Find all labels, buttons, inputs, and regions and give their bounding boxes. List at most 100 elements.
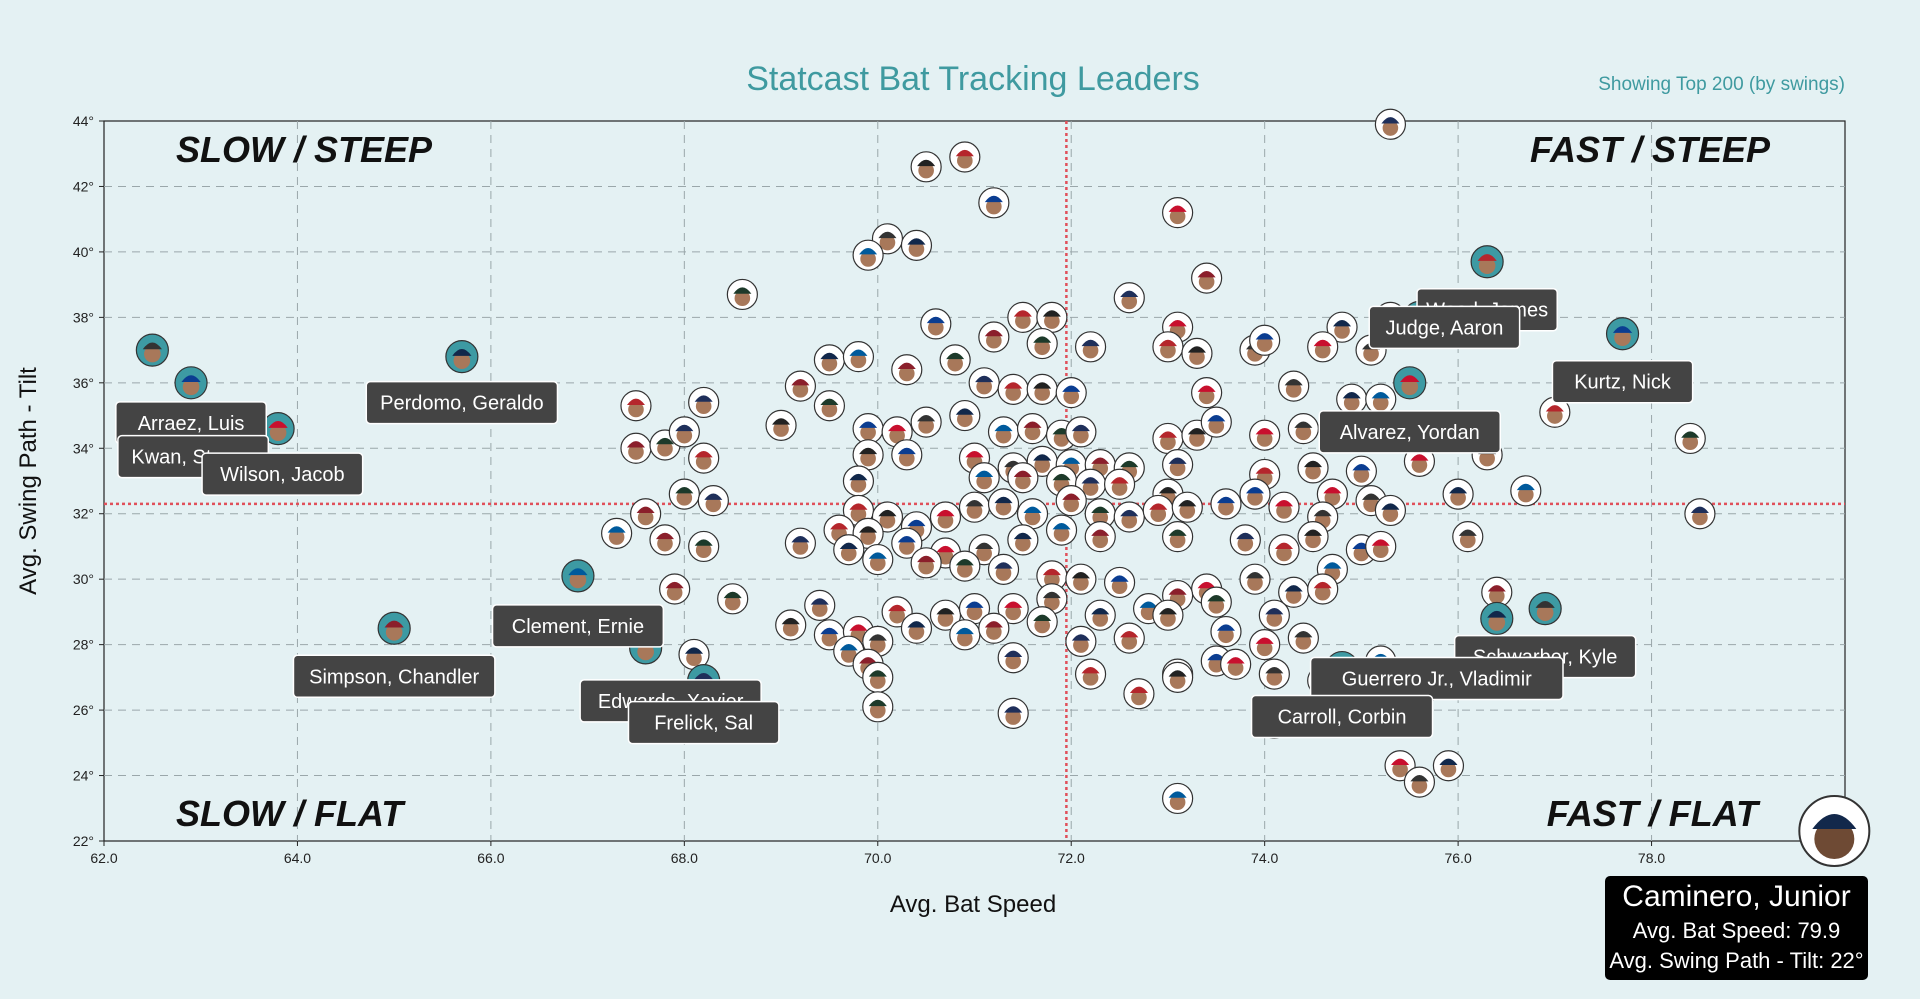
player-cap (839, 644, 858, 651)
player-cap (975, 470, 994, 477)
player-face (821, 355, 838, 372)
player-face (1295, 424, 1312, 441)
player-cap (1304, 460, 1323, 468)
player-cap (1033, 336, 1052, 343)
player-cap (1371, 539, 1390, 546)
player-point (997, 593, 1029, 625)
player-cap (1158, 431, 1177, 438)
player-cap (1120, 290, 1139, 297)
player-face (976, 473, 992, 490)
player-cap (1110, 477, 1129, 484)
player-face (676, 427, 693, 444)
player-cap (975, 542, 994, 549)
player-cap (1197, 581, 1216, 589)
player-face (869, 555, 886, 572)
player-cap (1333, 320, 1352, 327)
player-cap (849, 624, 868, 631)
player-point (852, 413, 884, 445)
player-point (949, 141, 981, 173)
player-face (1005, 709, 1021, 725)
player-cap (994, 496, 1013, 504)
player-point (1684, 498, 1716, 530)
player-cap (1400, 375, 1420, 383)
player-point (784, 370, 817, 402)
player-label-box (1309, 656, 1564, 701)
player-label: Arraez, Luis (115, 401, 267, 445)
y-tick-label: 44° (73, 113, 94, 129)
player-label-box (365, 380, 559, 425)
player-cap (849, 473, 868, 481)
player-face (898, 539, 915, 555)
player-cap (1371, 392, 1390, 399)
player-point (1191, 262, 1223, 294)
player-face (947, 355, 963, 372)
x-tick-label: 68.0 (671, 850, 698, 866)
player-face (792, 539, 809, 555)
player-face (889, 607, 905, 624)
player-point (1113, 501, 1145, 533)
player-point (1036, 560, 1068, 592)
labeled-player-point (174, 366, 208, 400)
player-cap (1013, 532, 1032, 540)
player-face (889, 427, 905, 444)
player-point (688, 386, 720, 419)
player-point (1249, 419, 1281, 451)
player-cap (1207, 414, 1226, 422)
player-face (1024, 424, 1041, 441)
player-cap (1284, 585, 1303, 592)
player-cap (665, 581, 684, 589)
player-cap (626, 398, 645, 405)
player-label-text: Kurtz, Nick (1574, 372, 1672, 394)
player-face (1169, 794, 1186, 811)
player-point (929, 599, 962, 631)
player-cap (1362, 493, 1381, 500)
player-face (1382, 506, 1399, 523)
player-face (1092, 509, 1109, 526)
player-face (1179, 503, 1196, 519)
player-face (811, 601, 828, 617)
player-face (695, 542, 712, 559)
player-cap (859, 526, 878, 533)
player-cap (1255, 637, 1274, 644)
player-face (957, 562, 973, 578)
player-cap (1158, 339, 1177, 347)
player-point (659, 573, 691, 605)
player-face (637, 643, 654, 661)
player-face (986, 624, 1002, 640)
player-point (1065, 563, 1097, 595)
player-cap (1168, 791, 1187, 798)
chart-subtitle: Showing Top 200 (by swings) (1598, 74, 1845, 95)
player-face (1401, 378, 1419, 396)
player-point (1239, 478, 1271, 510)
player-cap (1120, 509, 1139, 517)
player-label-text: Carroll, Corbin (1278, 707, 1407, 729)
player-cap (936, 509, 955, 517)
player-face (734, 290, 751, 307)
player-cap (965, 500, 984, 507)
player-face (860, 450, 876, 467)
player-cap (1391, 758, 1410, 765)
player-face (1692, 509, 1708, 526)
player-label-text: Clement, Ernie (512, 616, 644, 638)
player-point (1249, 629, 1281, 661)
player-point (862, 691, 894, 723)
player-point (1210, 615, 1242, 648)
player-cap (955, 558, 974, 566)
player-cap (936, 545, 955, 553)
player-face (957, 152, 973, 169)
player-label-box (1250, 694, 1434, 739)
player-cap (926, 316, 945, 324)
player-face (637, 509, 654, 526)
player-label-text: Guerrero Jr., Vladimir (1342, 668, 1532, 690)
player-cap (1207, 594, 1226, 602)
player-face (1005, 385, 1021, 401)
player-cap (1158, 608, 1177, 615)
player-face (628, 401, 644, 418)
player-point (1016, 498, 1049, 530)
player-face (1034, 617, 1051, 634)
player-label: Guerrero Jr., Vladimir (1309, 656, 1564, 701)
player-point (1258, 599, 1290, 631)
player-point (1403, 766, 1436, 798)
player-point (1026, 373, 1058, 405)
y-tick-label: 24° (73, 768, 94, 784)
